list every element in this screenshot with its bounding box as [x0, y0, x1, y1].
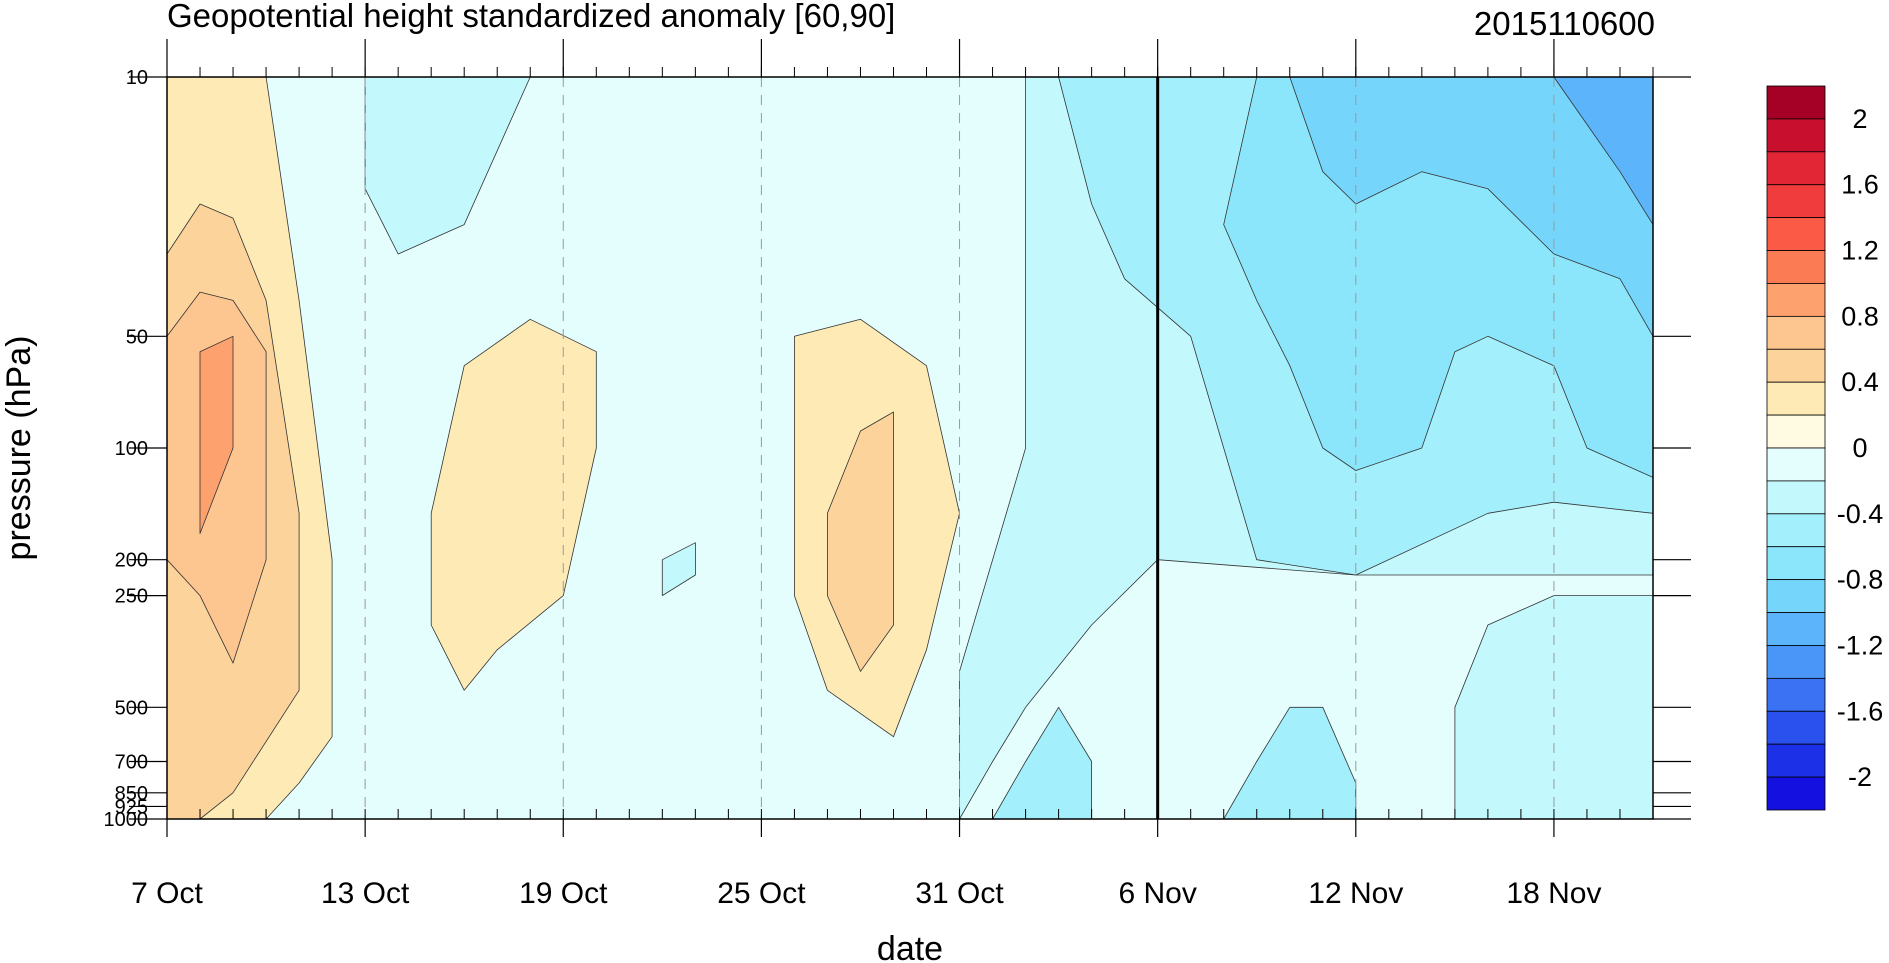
- y-tick-label: 250: [115, 586, 148, 608]
- colorbar-label: 0: [1852, 433, 1867, 463]
- x-tick-label: 18 Nov: [1506, 877, 1601, 910]
- colorbar-swatch: [1766, 677, 1826, 712]
- colorbar-label: -0.4: [1837, 499, 1884, 529]
- colorbar-label: -1.6: [1837, 696, 1884, 726]
- contour-region: [661, 542, 696, 596]
- y-tick-label: 700: [115, 752, 148, 774]
- colorbar-label: -0.8: [1837, 565, 1884, 595]
- colorbar-swatch: [1766, 447, 1826, 482]
- y-tick-label: 500: [115, 697, 148, 719]
- colorbar-swatch: [1766, 710, 1826, 745]
- colorbar-label: 2: [1852, 104, 1867, 134]
- colorbar-label: 0.4: [1841, 367, 1879, 397]
- x-tick-label: 31 Oct: [915, 877, 1004, 910]
- colorbar: 2 1.6 1.2 0.8 0.4 0 -0.4 -0.8 -1.2 -1.6 -2: [1766, 85, 1884, 811]
- y-tick-label: 10: [126, 67, 148, 89]
- colorbar-swatch: [1766, 776, 1826, 811]
- colorbar-swatch: [1766, 579, 1826, 613]
- colorbar-swatch: [1766, 184, 1826, 219]
- colorbar-label: 1.6: [1841, 170, 1879, 200]
- contour-region: [827, 411, 894, 672]
- y-tick-label: 1000: [104, 809, 149, 831]
- chart-title: Geopotential height standardized anomaly…: [167, 0, 895, 34]
- colorbar-swatch: [1766, 480, 1826, 515]
- y-tick-label: 925: [115, 796, 148, 818]
- y-axis-label: pressure (hPa): [0, 336, 38, 561]
- colorbar-label: -2: [1848, 762, 1872, 792]
- x-tick-label: 13 Oct: [321, 877, 410, 910]
- colorbar-swatch: [1766, 612, 1826, 646]
- x-tick-label: 6 Nov: [1118, 877, 1196, 910]
- run-label: 2015110600: [1474, 5, 1655, 42]
- colorbar-swatch: [1766, 85, 1826, 120]
- y-tick-label: 100: [115, 438, 148, 460]
- x-axis-label: date: [877, 930, 943, 963]
- colorbar-swatch: [1766, 414, 1826, 449]
- colorbar-swatch: [1766, 546, 1826, 581]
- colorbar-label: 0.8: [1841, 301, 1879, 331]
- y-tick-label: 850: [115, 783, 148, 805]
- contour-fills: [166, 76, 1654, 820]
- contour-region: [199, 335, 234, 534]
- x-tick-label: 25 Oct: [717, 877, 806, 910]
- colorbar-swatch: [1766, 513, 1826, 548]
- colorbar-swatch: [1766, 250, 1826, 284]
- colorbar-swatch: [1766, 217, 1826, 251]
- x-tick-label: 7 Oct: [131, 877, 203, 910]
- y-tick-label: 50: [126, 326, 148, 348]
- colorbar-swatch: [1766, 381, 1826, 416]
- colorbar-swatch: [1766, 283, 1826, 317]
- x-tick-label: 19 Oct: [519, 877, 608, 910]
- colorbar-swatch: [1766, 118, 1826, 153]
- y-tick-label: 200: [115, 550, 148, 572]
- plot-area: [166, 76, 1654, 820]
- x-axis: 7 Oct 13 Oct 19 Oct 25 Oct 31 Oct 6 Nov 12 Nov…: [131, 39, 1654, 910]
- colorbar-swatch: [1766, 743, 1826, 778]
- colorbar-swatch: [1766, 348, 1826, 383]
- colorbar-swatch: [1766, 151, 1826, 186]
- colorbar-label: -1.2: [1837, 630, 1884, 660]
- colorbar-swatch: [1766, 645, 1826, 679]
- colorbar-swatch: [1766, 315, 1826, 350]
- x-tick-label: 12 Nov: [1308, 877, 1403, 910]
- colorbar-label: 1.2: [1841, 236, 1879, 266]
